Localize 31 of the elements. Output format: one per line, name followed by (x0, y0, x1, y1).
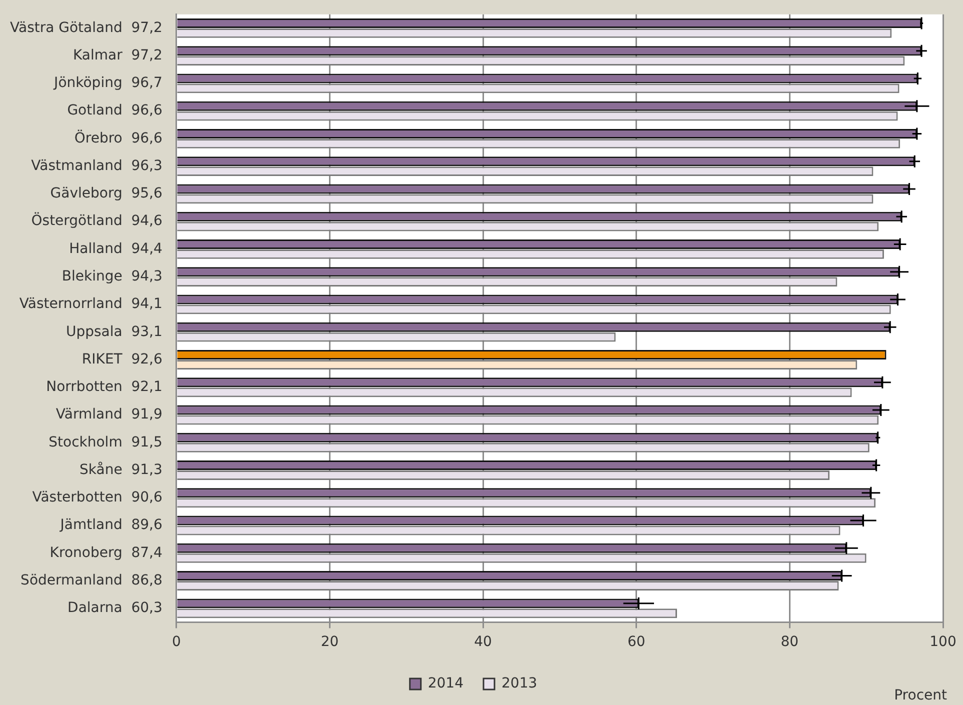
y-tick-label: Gotland 96,6 (67, 102, 162, 119)
y-tick-label: Östergötland 94,6 (31, 212, 163, 230)
y-tick-label: Värmland 91,9 (56, 406, 162, 423)
x-tick-label: 60 (627, 634, 646, 650)
y-tick-label: Västmanland 96,3 (31, 158, 162, 174)
y-tick-label: Halland 94,4 (69, 240, 163, 257)
x-tick-label: 80 (780, 634, 799, 650)
x-tick-label: 100 (930, 634, 956, 650)
y-tick-label: Skåne 91,3 (80, 460, 162, 478)
y-tick-label: Jönköping 96,7 (53, 75, 162, 92)
y-tick-label: Stockholm 91,5 (48, 434, 162, 450)
y-tick-label: Kronoberg 87,4 (50, 544, 163, 561)
y-tick-label: Jämtland 89,6 (59, 517, 163, 534)
legend-label: 2014 (428, 676, 464, 692)
x-tick-label: 40 (474, 634, 492, 650)
y-tick-label: Dalarna 60,3 (68, 600, 162, 616)
y-tick-label: Västernorrland 94,1 (19, 296, 162, 312)
y-tick-label: Örebro 96,6 (74, 129, 163, 146)
y-tick-label: Blekinge 94,3 (62, 268, 162, 284)
y-tick-label: RIKET 92,6 (82, 351, 163, 368)
y-tick-label: Gävleborg 95,6 (50, 186, 163, 202)
x-tick-label: 20 (320, 634, 339, 650)
y-tick-label: Västerbotten 90,6 (32, 490, 163, 506)
y-tick-label: Norrbotten 92,1 (46, 379, 162, 396)
y-tick-label: Kalmar 97,2 (72, 47, 162, 64)
y-tick-label: Uppsala 93,1 (66, 324, 162, 340)
y-tick-label: Västra Götaland 97,2 (10, 20, 162, 36)
y-tick-label: Södermanland 86,8 (20, 572, 162, 588)
legend-label: 2013 (502, 676, 538, 692)
x-axis-title: Procent (894, 688, 948, 704)
x-tick-label: 0 (172, 634, 181, 650)
